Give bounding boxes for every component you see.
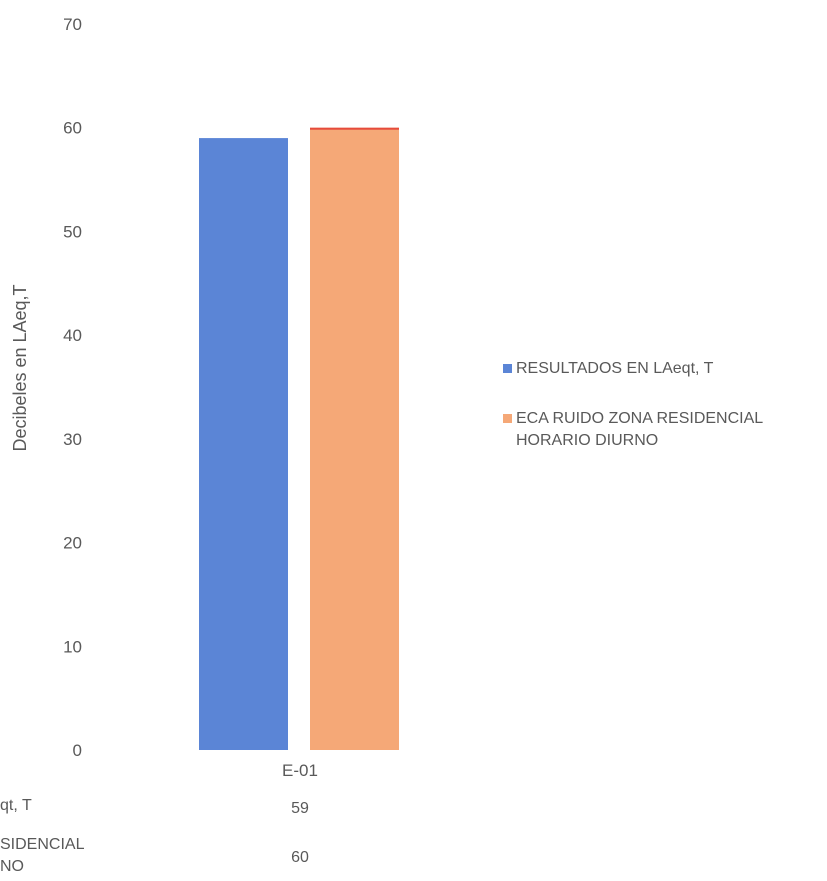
bars: [199, 127, 399, 751]
y-tick-label-0: 0: [73, 741, 82, 760]
data-table-row-label-resultados: qt, T: [0, 797, 32, 814]
y-tick-label-30: 30: [63, 430, 82, 449]
legend-label-resultados: RESULTADOS EN LAeqt, T: [516, 360, 714, 377]
y-tick-label-60: 60: [63, 119, 82, 138]
y-tick-label-20: 20: [63, 534, 82, 553]
legend-swatch-resultados: [503, 364, 512, 373]
legend-swatch-eca: [503, 414, 512, 423]
legend-item-eca: ECA RUIDO ZONA RESIDENCIAL HORARIO DIURN…: [503, 408, 827, 452]
x-axis-ticks: E-01: [282, 761, 318, 780]
data-table-row-label-eca: SIDENCIAL NO: [0, 836, 85, 875]
y-tick-label-50: 50: [63, 222, 82, 241]
y-axis-ticks: 0 10 20 30 40 50 60 70: [63, 15, 82, 760]
bar-series-1-top-edge: [310, 127, 399, 130]
legend-label-eca: ECA RUIDO ZONA RESIDENCIAL HORARIO DIURN…: [516, 410, 764, 449]
legend: RESULTADOS EN LAeqt, T ECA RUIDO ZONA RE…: [503, 358, 827, 480]
legend-item-resultados: RESULTADOS EN LAeqt, T: [503, 358, 827, 380]
y-tick-label-40: 40: [63, 326, 82, 345]
x-tick-label-0: E-01: [282, 761, 318, 780]
data-table-value-resultados: 59: [291, 800, 309, 817]
bar-series-1: [310, 127, 399, 750]
data-table-value-eca: 60: [291, 849, 309, 866]
bar-series-0: [199, 138, 288, 751]
y-tick-label-70: 70: [63, 15, 82, 34]
y-axis-title: Decibeles en LAeq,T: [10, 284, 30, 451]
y-tick-label-10: 10: [63, 637, 82, 656]
